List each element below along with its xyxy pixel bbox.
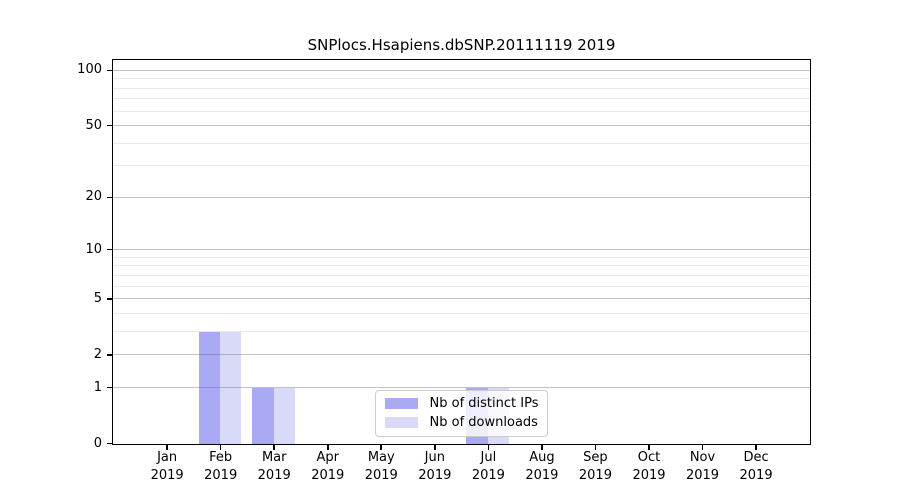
y-tick-mark-100 (107, 69, 112, 72)
legend-row-downloads: Nb of downloads (384, 415, 539, 430)
gridline-80 (113, 87, 810, 89)
legend-swatch-distinct-ips-icon (384, 398, 418, 409)
y-tick-label-5: 5 (93, 290, 102, 306)
x-tick-label-jul: Jul 2019 (471, 450, 505, 484)
gridline-1 (113, 386, 810, 388)
x-tick-label-may: May 2019 (364, 450, 398, 484)
y-tick-mark-10 (107, 248, 112, 251)
y-tick-label-20: 20 (85, 189, 102, 205)
y-tick-label-50: 50 (85, 117, 102, 133)
gridline-7 (113, 274, 810, 276)
x-tick-label-aug: Aug 2019 (525, 450, 559, 484)
y-tick-mark-0 (107, 442, 112, 445)
bar-mar-distinct-ips (252, 387, 274, 444)
gridline-100 (113, 69, 810, 71)
y-tick-label-10: 10 (85, 241, 102, 257)
legend-swatch-downloads-icon (384, 417, 418, 428)
gridline-90 (113, 78, 810, 80)
x-tick-mark-dec (755, 445, 757, 451)
x-tick-label-oct: Oct 2019 (632, 450, 666, 484)
x-tick-mark-aug (541, 445, 543, 451)
gridline-8 (113, 265, 810, 267)
gridline-10 (113, 249, 810, 251)
bar-feb-distinct-ips (198, 331, 221, 444)
plot-area: Nb of distinct IPs Nb of downloads (112, 59, 811, 445)
gridline-3 (113, 330, 810, 332)
legend-label-distinct-ips: Nb of distinct IPs (429, 396, 539, 411)
chart-title: SNPlocs.Hsapiens.dbSNP.20111119 2019 (307, 36, 616, 54)
gridline-4 (113, 312, 810, 314)
x-tick-mark-jun (434, 445, 436, 451)
y-tick-label-2: 2 (93, 346, 102, 362)
gridline-60 (113, 110, 810, 112)
y-tick-label-0: 0 (93, 435, 102, 451)
gridline-40 (113, 142, 810, 144)
gridline-20 (113, 196, 810, 198)
bar-feb-downloads (220, 331, 242, 444)
y-tick-mark-2 (107, 353, 112, 356)
grid-layer (113, 60, 810, 444)
y-tick-mark-5 (107, 297, 112, 300)
x-tick-mark-apr (326, 445, 329, 451)
legend-label-downloads: Nb of downloads (429, 415, 538, 430)
x-tick-mark-jul (487, 445, 490, 451)
x-tick-label-jan: Jan 2019 (150, 450, 184, 484)
legend: Nb of distinct IPs Nb of downloads (374, 390, 549, 437)
x-tick-mark-oct (648, 445, 650, 451)
x-tick-mark-nov (701, 445, 704, 451)
legend-row-distinct-ips: Nb of distinct IPs (384, 396, 539, 411)
x-tick-label-apr: Apr 2019 (311, 450, 345, 484)
gridline-30 (113, 165, 810, 167)
gridline-2 (113, 354, 810, 356)
y-tick-label-1: 1 (93, 379, 102, 395)
x-tick-label-feb: Feb 2019 (204, 450, 238, 484)
gridline-6 (113, 285, 810, 287)
gridline-9 (113, 256, 810, 258)
y-tick-label-100: 100 (77, 62, 102, 78)
x-tick-label-mar: Mar 2019 (257, 450, 291, 484)
x-tick-mark-mar (273, 445, 275, 451)
x-tick-mark-may (380, 445, 383, 451)
x-tick-mark-feb (219, 445, 222, 451)
y-tick-mark-50 (107, 124, 112, 127)
gridline-70 (113, 98, 810, 100)
x-tick-label-sep: Sep 2019 (578, 450, 612, 484)
y-tick-mark-20 (107, 196, 112, 199)
y-tick-mark-1 (107, 386, 112, 389)
x-tick-label-nov: Nov 2019 (685, 450, 720, 484)
bar-mar-downloads (273, 387, 296, 444)
gridline-50 (113, 125, 810, 127)
gridline-5 (113, 298, 810, 300)
x-tick-label-jun: Jun 2019 (418, 450, 452, 484)
x-tick-label-dec: Dec 2019 (739, 450, 773, 484)
x-tick-mark-sep (594, 445, 597, 451)
x-tick-mark-jan (166, 445, 168, 451)
